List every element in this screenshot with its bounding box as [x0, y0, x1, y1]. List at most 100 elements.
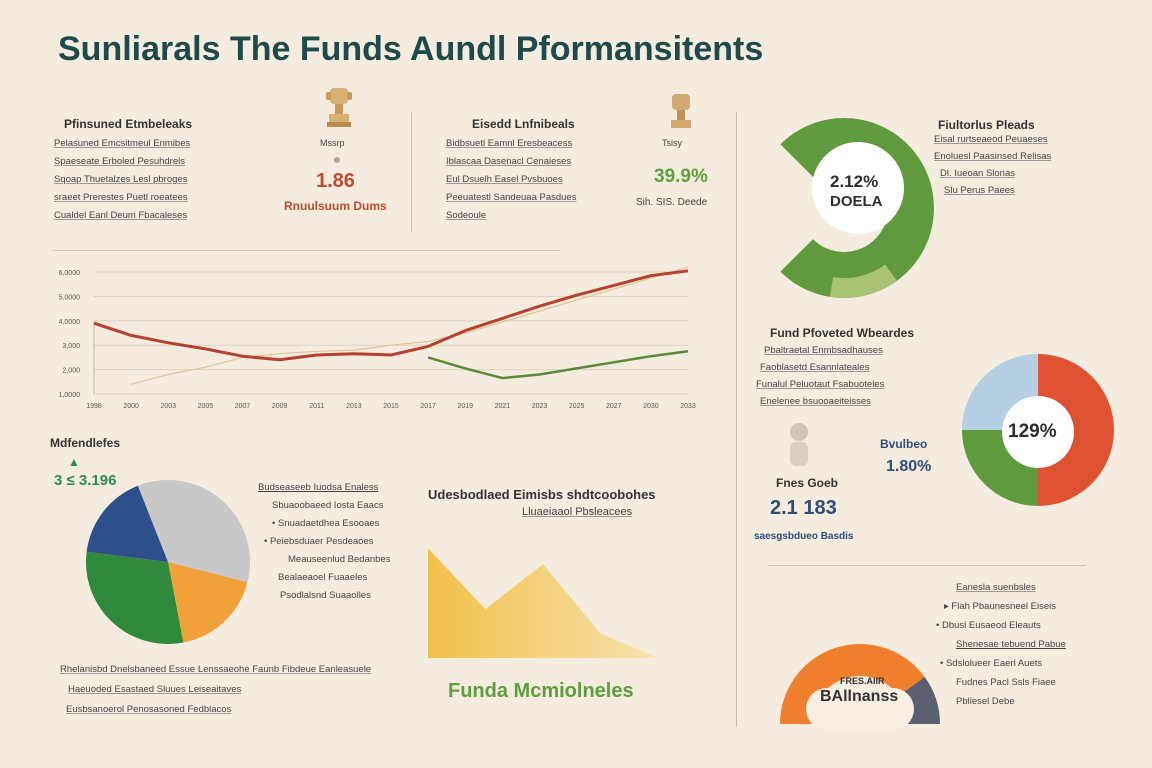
- x-tick-label: 2011: [309, 403, 324, 410]
- x-tick-label: 2005: [198, 403, 214, 410]
- divider-horizontal-2: [768, 565, 1086, 566]
- list-item-label: Sdslolueer Eaerl Auets: [945, 658, 1043, 669]
- legend-item-label: Snuadaetdhea Esooaes: [277, 518, 380, 529]
- donut-top-value: 2.12%: [830, 172, 879, 191]
- right-mid-line: Funalul Peluotaut Fsabuoteles: [756, 379, 885, 390]
- x-tick-label: 2007: [235, 403, 251, 410]
- line-chart: 6,0000 5,0000 4,0000 3,000 2,000 1,0000 1998 20…: [59, 266, 696, 410]
- gauge-label: BAllnanss: [820, 688, 899, 705]
- pie-chart-left: [86, 480, 250, 644]
- donut-top-line: Eisal rurtseaeod Peuaeses: [934, 134, 1048, 145]
- x-tick-label: 2013: [346, 403, 362, 410]
- legend-item-label: Meauseenlud Bedanbes: [288, 554, 391, 565]
- caption-line: Haeuoded Esastaed Sluues Leiseaitaves: [68, 684, 242, 695]
- list-heading: Eanesla suenbsles: [956, 582, 1036, 593]
- person-icon: [790, 423, 808, 466]
- legend-item: Sbuaoobaeed Iosta Eaacs: [258, 500, 390, 511]
- area-chart-heading: Udesbodlaed Eimisbs shdtcoobohes: [428, 487, 656, 502]
- x-tick-label: 2027: [606, 403, 622, 410]
- donut-center: [812, 142, 904, 234]
- x-tick-label: 2021: [495, 403, 511, 410]
- donut-segment-tail: [829, 264, 897, 298]
- donut-top-line: Enoluesl Paasinsed Relisas: [934, 151, 1052, 162]
- divider-vertical-1: [411, 112, 412, 232]
- legend-item: Budseaseeb Iuodsa Enaless: [258, 482, 390, 493]
- donut-chart-top: [754, 118, 934, 298]
- donut-right-center: [1002, 396, 1074, 468]
- legend-item: • Peiebsduaer Pesdeaoes: [264, 536, 374, 547]
- panel1-stat-label: Rnuulsuum Dums: [284, 199, 387, 213]
- donut-top-line: Dl. Iueoan Slonas: [940, 168, 1015, 179]
- area-chart-caption: Funda Mcmiolneles: [448, 680, 634, 702]
- legend-item-label: Psodlalsnd Suaaolles: [280, 590, 371, 601]
- right-mid-line: Faoblasetd Esannlateales: [760, 362, 870, 373]
- panel2-lines: Bidbsuetl Eamnl Eresbeacess Iblascaa Das…: [446, 138, 576, 221]
- area-series: [428, 548, 658, 658]
- page-title: Sunliarals The Funds Aundl Pformansitent…: [58, 30, 764, 68]
- donut-right-value: 129%: [1008, 421, 1057, 442]
- kpi-value: 1.80%: [886, 458, 932, 475]
- donut-top-line: Slu Perus Paees: [944, 185, 1015, 196]
- list-item-label: Pbliesel Debe: [956, 696, 1015, 707]
- divider-horizontal-1: [52, 250, 560, 251]
- series-line-red: [93, 269, 689, 362]
- panel2-line: Iblascaa Dasenacl Cenaieses: [446, 156, 572, 167]
- legend-item-label: Sbuaoobaeed Iosta Eaacs: [272, 500, 384, 511]
- x-tick-label: 2000: [123, 403, 139, 410]
- pie-slice-green: [86, 551, 184, 644]
- caption-line: Eusbsanoerol Penosasoned Fedblacos: [66, 704, 232, 715]
- trophy-icon: [326, 88, 352, 127]
- list-item: • Sdslolueer Eaerl Auets: [940, 658, 1043, 669]
- panel1-stat-value: 1.86: [316, 170, 355, 192]
- bottom-right-list: Eanesla suenbsles ▸ Flah Pbaunesneel Eis…: [936, 582, 1066, 707]
- x-tick-label: 2009: [272, 403, 288, 410]
- gauge-chart: [780, 644, 940, 730]
- panel2-line: Sodeoule: [446, 210, 487, 221]
- donut-chart-right: [962, 354, 1114, 506]
- pie-left-heading: Mdfendlefes: [50, 436, 121, 450]
- right-mid-line: Enelenee bsuooaeiteisses: [760, 396, 871, 407]
- panel1-lines: Pelasuned Emcsitmeul Enmibes Spaeseate E…: [54, 138, 190, 221]
- y-tick-label: 4,0000: [59, 319, 81, 326]
- pie-left-sub-value: 3 ≤ 3.196: [54, 472, 117, 489]
- panel1-line: Cualdel Eanl Deum Fbacaleses: [54, 210, 188, 221]
- panel2-heading: Eisedd Lnfnibeals: [472, 117, 575, 131]
- y-tick-label: 6,0000: [59, 270, 81, 277]
- x-tick-label: 2019: [457, 403, 473, 410]
- donut-segment-gap: [754, 144, 813, 272]
- legend-item: Meauseenlud Bedanbes: [258, 554, 390, 565]
- pie-slice-blue: [86, 485, 168, 562]
- x-tick-label: 2003: [160, 403, 176, 410]
- right-mid-heading: Fund Pfoveted Wbeardes: [770, 326, 915, 340]
- donut-top-lines: Eisal rurtseaeod Peuaeses Enoluesl Paasi…: [934, 134, 1051, 196]
- pie-slice-gray: [137, 480, 250, 583]
- list-item: ▸ Flah Pbaunesneel Eiseis: [944, 601, 1056, 612]
- panel2-icon-label: Tsisy: [662, 138, 682, 148]
- right-stat-label: Fnes Goeb: [776, 476, 839, 490]
- gauge-label-top: FRES.AIIR: [840, 676, 885, 686]
- panel1-line: Pelasuned Emcsitmeul Enmibes: [54, 138, 191, 149]
- y-tick-label: 3,000: [62, 343, 80, 350]
- trophy-icon: [671, 94, 691, 128]
- panel2-line: Eul Dsuelh Easel Pvsbuoes: [446, 174, 563, 185]
- panel1-line: sraeet Prerestes Puetl roeatees: [54, 192, 188, 203]
- right-stat-value: 2.1 183: [770, 497, 837, 519]
- pie-left-legend: Budseaseeb Iuodsa Enaless Sbuaoobaeed Io…: [258, 482, 390, 601]
- list-item-label: Dbusl Eusaeod Eleauts: [941, 620, 1041, 631]
- list-item: Shenesae tebuend Pabue: [956, 639, 1066, 650]
- y-tick-label: 2,000: [62, 368, 80, 375]
- panel1-heading: Pfinsuned Etmbeleaks: [64, 117, 193, 131]
- right-mid-line: Pbaltraetal Enmbsadhauses: [764, 345, 883, 356]
- x-tick-label: 2023: [532, 403, 548, 410]
- series-line-green: [427, 350, 689, 380]
- x-tick-label: 2033: [680, 403, 696, 410]
- panel2-line: Bidbsuetl Eamnl Eresbeacess: [446, 138, 573, 149]
- caption-line: Rhelanisbd Dnelsbaneed Essue Lenssaeohe …: [60, 664, 372, 675]
- donut-top-heading: Fiultorlus Pleads: [938, 118, 1035, 132]
- panel1-line: Spaeseate Erboled Pesuhdrels: [54, 156, 185, 167]
- area-chart-subheading: Lluaeiaaol Pbsleacees: [522, 506, 633, 518]
- panel1-line: Sqoap Thuetalzes Lesl pbroges: [54, 174, 188, 185]
- y-tick-label: 1,0000: [59, 392, 81, 399]
- small-dot-icon: [334, 157, 340, 163]
- area-chart: [428, 548, 658, 658]
